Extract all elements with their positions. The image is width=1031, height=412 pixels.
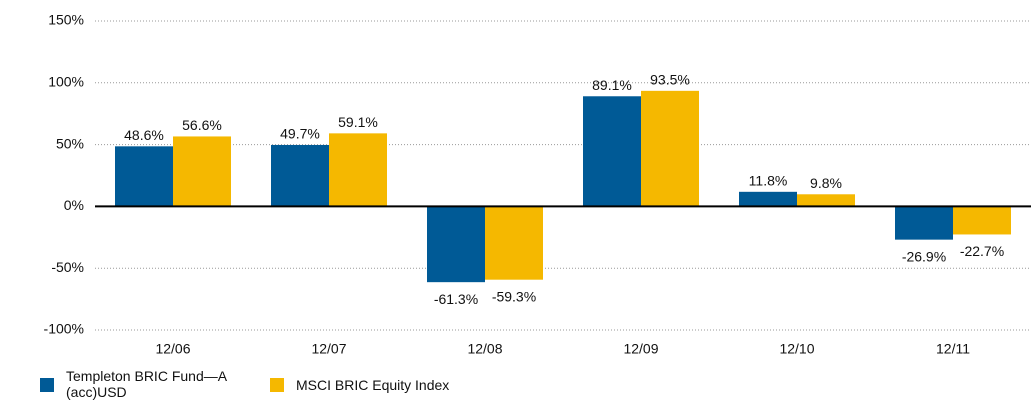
chart: -100% -50% 0% 50% 100% 150% 12/06 48.6% 56.6% 12/…	[44, 12, 1031, 357]
legend: Templeton BRIC Fund—A (acc)USD MSCI BRIC …	[40, 368, 486, 400]
value-label: -22.7%	[960, 243, 1004, 259]
bar	[641, 90, 699, 207]
value-label: 89.1%	[592, 77, 632, 93]
y-tick-label: -50%	[51, 259, 84, 275]
y-tick-label: 0%	[64, 197, 84, 213]
bar	[953, 206, 1011, 235]
legend-swatch	[270, 378, 284, 392]
x-tick-label: 12/06	[155, 341, 190, 357]
bar	[895, 206, 953, 240]
value-label: 56.6%	[182, 117, 222, 133]
bar	[739, 191, 797, 207]
bar	[173, 136, 231, 207]
y-tick-label: -100%	[44, 321, 84, 337]
value-label: -59.3%	[492, 288, 536, 304]
value-label: -26.9%	[902, 248, 946, 264]
bar	[583, 96, 641, 207]
y-tick-label: 50%	[56, 135, 84, 151]
legend-item: MSCI BRIC Equity Index	[270, 368, 486, 400]
value-label: -61.3%	[434, 291, 478, 307]
y-tick-label: 100%	[48, 74, 84, 90]
y-tick-label: 150%	[48, 12, 84, 28]
value-label: 49.7%	[280, 126, 320, 142]
x-tick-label: 12/07	[311, 341, 346, 357]
x-tick-label: 12/10	[779, 341, 814, 357]
bar	[797, 194, 855, 207]
x-tick-label: 12/11	[936, 341, 970, 357]
x-tick-label: 12/09	[623, 341, 658, 357]
legend-item: Templeton BRIC Fund—A (acc)USD	[40, 368, 256, 400]
legend-label: Templeton BRIC Fund—A (acc)USD	[66, 368, 227, 400]
x-tick-label: 12/08	[467, 341, 502, 357]
legend-label: MSCI BRIC Equity Index	[296, 377, 450, 393]
value-label: 93.5%	[650, 72, 690, 88]
bar	[271, 144, 329, 207]
bar	[329, 133, 387, 207]
legend-swatch	[40, 378, 54, 392]
bar	[427, 206, 485, 283]
bar	[485, 206, 543, 280]
value-label: 59.1%	[338, 114, 378, 130]
value-label: 9.8%	[810, 175, 842, 191]
value-label: 11.8%	[749, 173, 788, 189]
bar	[115, 146, 173, 207]
value-label: 48.6%	[124, 127, 164, 143]
